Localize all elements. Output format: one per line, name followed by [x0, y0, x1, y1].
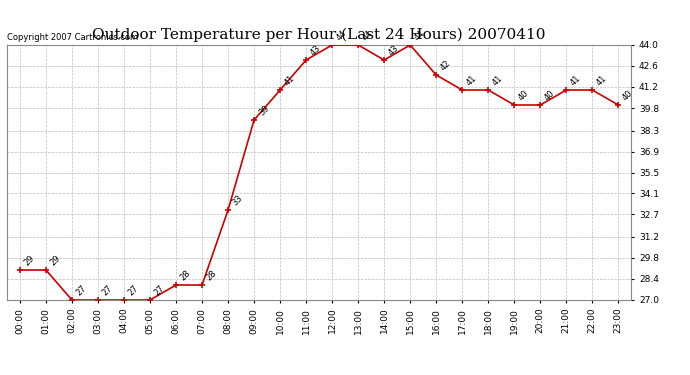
Text: 41: 41 — [595, 74, 609, 87]
Text: 39: 39 — [257, 104, 270, 117]
Text: 28: 28 — [179, 268, 193, 282]
Text: 40: 40 — [621, 88, 635, 102]
Text: 29: 29 — [23, 254, 37, 267]
Text: 28: 28 — [205, 268, 219, 282]
Text: 44: 44 — [335, 28, 348, 42]
Text: 42: 42 — [439, 58, 453, 72]
Text: 41: 41 — [491, 74, 505, 87]
Text: 40: 40 — [543, 88, 557, 102]
Text: 44: 44 — [413, 28, 426, 42]
Title: Outdoor Temperature per Hour (Last 24 Hours) 20070410: Outdoor Temperature per Hour (Last 24 Ho… — [92, 28, 546, 42]
Text: 27: 27 — [127, 284, 141, 297]
Text: 41: 41 — [465, 74, 479, 87]
Text: 43: 43 — [387, 44, 401, 57]
Text: Copyright 2007 Cartronics.com: Copyright 2007 Cartronics.com — [7, 33, 138, 42]
Text: 41: 41 — [569, 74, 583, 87]
Text: 27: 27 — [152, 284, 167, 297]
Text: 41: 41 — [283, 74, 297, 87]
Text: 40: 40 — [517, 88, 531, 102]
Text: 33: 33 — [231, 193, 245, 207]
Text: 27: 27 — [101, 284, 115, 297]
Text: 43: 43 — [309, 44, 323, 57]
Text: 44: 44 — [361, 28, 375, 42]
Text: 29: 29 — [49, 254, 63, 267]
Text: 27: 27 — [75, 284, 88, 297]
